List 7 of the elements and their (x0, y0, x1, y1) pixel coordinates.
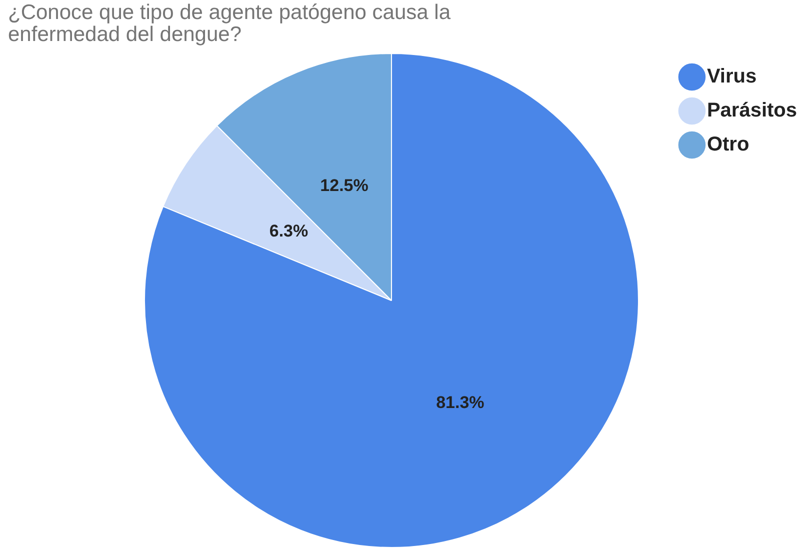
data-label: 81.3% (436, 392, 484, 412)
legend-label: Virus (706, 66, 757, 88)
data-label: 6.3% (269, 222, 308, 241)
chart-title: ¿Conoce que tipo de agente patógeno causa la enfermedad del dengue? (8, 1, 452, 46)
data-label: 12.5% (320, 176, 368, 196)
legend-label: Otro (706, 134, 750, 156)
legend-label: Parásitos (706, 100, 798, 122)
